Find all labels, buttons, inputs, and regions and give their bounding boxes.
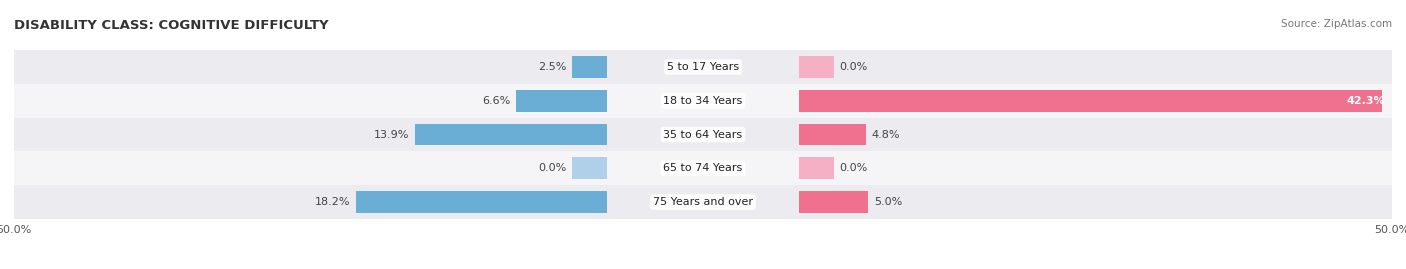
Text: DISABILITY CLASS: COGNITIVE DIFFICULTY: DISABILITY CLASS: COGNITIVE DIFFICULTY bbox=[14, 19, 329, 32]
Bar bbox=[800, 157, 834, 179]
Bar bbox=[14, 185, 1392, 219]
Bar bbox=[800, 123, 866, 146]
Text: 2.5%: 2.5% bbox=[538, 62, 567, 72]
Bar bbox=[516, 90, 606, 112]
Bar bbox=[800, 90, 1382, 112]
Text: 42.3%: 42.3% bbox=[1347, 96, 1385, 106]
Text: 75 Years and over: 75 Years and over bbox=[652, 197, 754, 207]
Bar bbox=[572, 56, 606, 78]
Bar bbox=[800, 56, 834, 78]
Bar bbox=[800, 191, 869, 213]
Text: 18 to 34 Years: 18 to 34 Years bbox=[664, 96, 742, 106]
Text: 5 to 17 Years: 5 to 17 Years bbox=[666, 62, 740, 72]
Text: 6.6%: 6.6% bbox=[482, 96, 510, 106]
Bar bbox=[14, 84, 1392, 118]
Bar bbox=[415, 123, 606, 146]
Text: 0.0%: 0.0% bbox=[839, 62, 868, 72]
Text: 18.2%: 18.2% bbox=[315, 197, 350, 207]
Bar bbox=[572, 157, 606, 179]
Text: 4.8%: 4.8% bbox=[872, 129, 900, 140]
Bar bbox=[14, 50, 1392, 84]
Bar bbox=[356, 191, 606, 213]
Text: 5.0%: 5.0% bbox=[875, 197, 903, 207]
Text: 0.0%: 0.0% bbox=[538, 163, 567, 173]
Text: Source: ZipAtlas.com: Source: ZipAtlas.com bbox=[1281, 19, 1392, 29]
Text: 0.0%: 0.0% bbox=[839, 163, 868, 173]
Text: 65 to 74 Years: 65 to 74 Years bbox=[664, 163, 742, 173]
Bar bbox=[14, 151, 1392, 185]
Bar bbox=[14, 118, 1392, 151]
Text: 35 to 64 Years: 35 to 64 Years bbox=[664, 129, 742, 140]
Text: 13.9%: 13.9% bbox=[374, 129, 409, 140]
